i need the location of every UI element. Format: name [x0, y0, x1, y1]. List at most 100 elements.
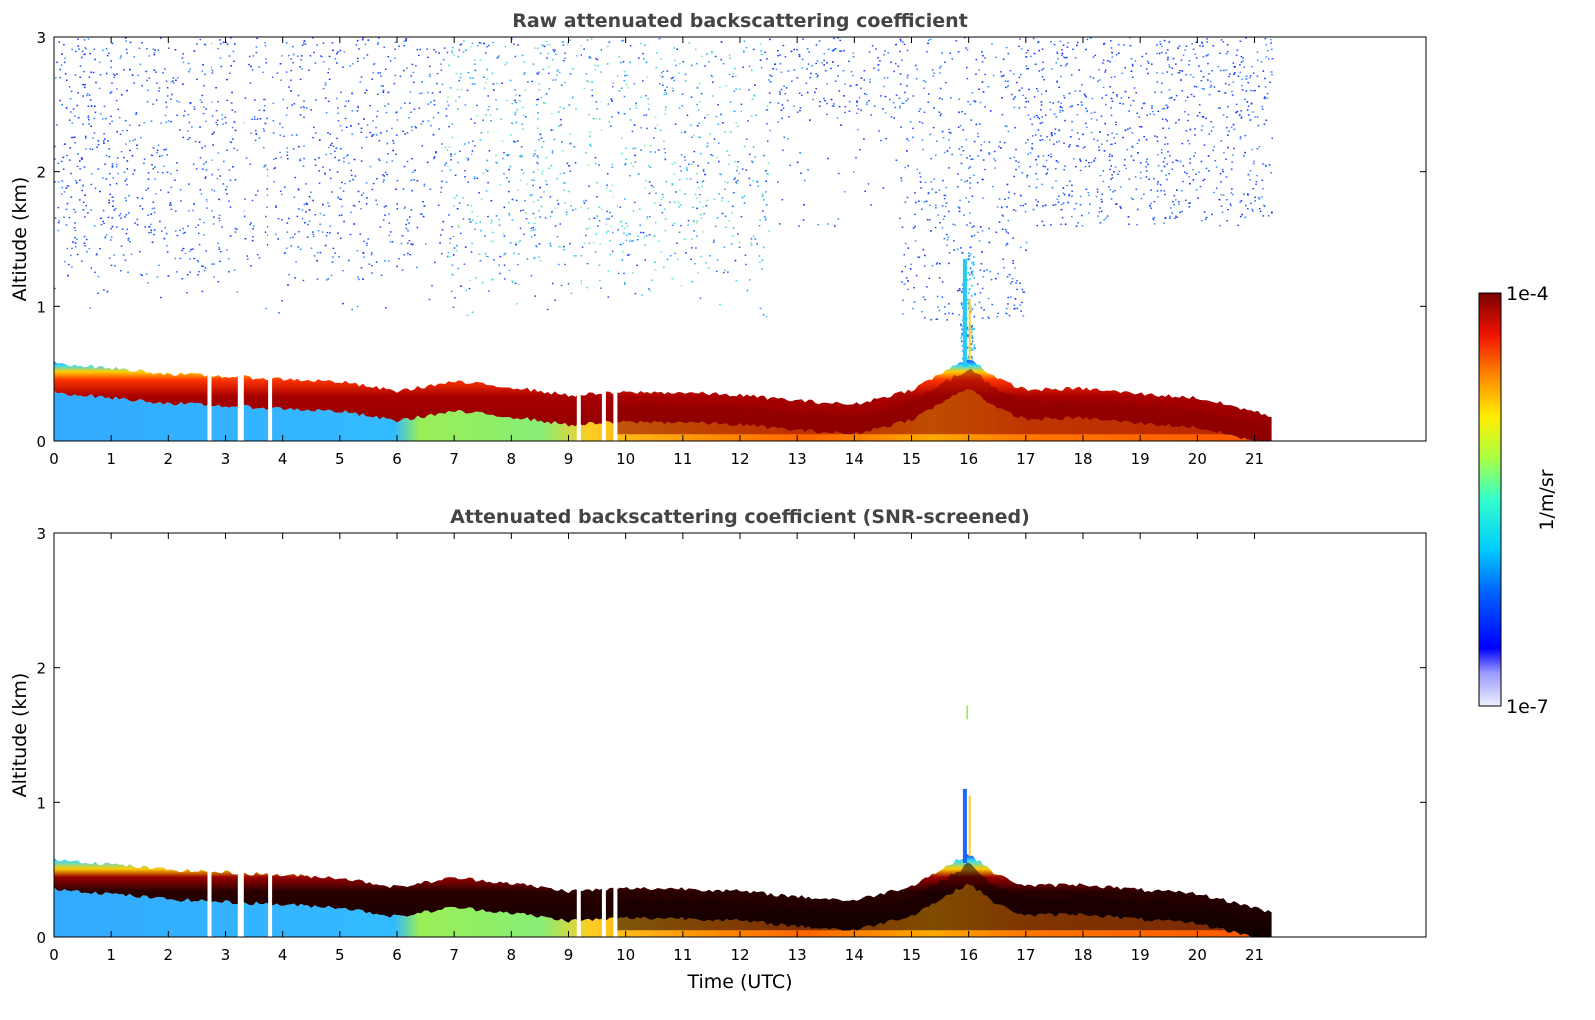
noise-pixel	[564, 202, 567, 204]
noise-pixel	[1262, 215, 1265, 217]
noise-pixel	[205, 108, 207, 110]
noise-pixel	[382, 219, 385, 221]
noise-pixel	[1133, 87, 1136, 89]
noise-pixel	[1220, 194, 1223, 196]
noise-pixel	[865, 93, 868, 96]
noise-pixel	[923, 80, 925, 82]
noise-pixel	[514, 141, 516, 143]
noise-pixel	[266, 117, 268, 120]
noise-pixel	[427, 103, 430, 105]
noise-pixel	[593, 242, 595, 244]
noise-pixel	[620, 137, 623, 139]
noise-pixel	[179, 229, 181, 231]
noise-pixel	[316, 260, 318, 262]
noise-pixel	[1114, 189, 1116, 192]
noise-pixel	[1256, 116, 1259, 118]
noise-pixel	[1040, 135, 1042, 137]
noise-pixel	[172, 77, 175, 79]
noise-pixel	[999, 141, 1001, 143]
noise-pixel	[471, 311, 474, 313]
noise-pixel	[93, 132, 96, 134]
noise-pixel	[74, 242, 77, 244]
noise-pixel	[442, 59, 445, 61]
noise-pixel	[192, 209, 194, 212]
noise-pixel	[366, 242, 368, 245]
noise-pixel	[76, 253, 79, 256]
noise-pixel	[116, 157, 119, 159]
noise-pixel	[251, 69, 254, 71]
noise-pixel	[1239, 215, 1242, 218]
noise-pixel	[890, 61, 892, 63]
noise-pixel	[1021, 87, 1023, 89]
noise-pixel	[1146, 158, 1149, 160]
noise-pixel	[198, 232, 200, 234]
noise-pixel	[1075, 202, 1078, 205]
noise-pixel	[253, 118, 256, 120]
noise-pixel	[255, 46, 258, 48]
noise-pixel	[924, 181, 927, 184]
noise-pixel	[1037, 201, 1039, 203]
noise-pixel	[901, 102, 904, 104]
noise-pixel	[645, 114, 648, 116]
noise-pixel	[569, 133, 572, 135]
noise-pixel	[949, 52, 951, 54]
noise-pixel	[337, 51, 339, 53]
noise-pixel	[1132, 146, 1134, 148]
noise-pixel	[387, 260, 390, 262]
noise-pixel	[827, 48, 830, 51]
noise-pixel	[621, 259, 624, 261]
noise-pixel	[1056, 198, 1059, 201]
noise-pixel	[1061, 107, 1063, 109]
noise-pixel	[1232, 154, 1234, 156]
noise-pixel	[711, 50, 713, 53]
noise-pixel	[451, 52, 454, 54]
noise-pixel	[80, 157, 83, 159]
noise-pixel	[136, 147, 138, 150]
noise-pixel	[977, 231, 979, 233]
noise-pixel	[975, 58, 978, 61]
noise-pixel	[83, 235, 86, 238]
noise-pixel	[255, 51, 258, 54]
noise-pixel	[987, 316, 989, 318]
noise-pixel	[1004, 229, 1007, 231]
noise-pixel	[964, 181, 966, 183]
noise-pixel	[517, 44, 519, 46]
noise-pixel	[1064, 165, 1066, 167]
noise-pixel	[1157, 196, 1159, 198]
noise-pixel	[114, 265, 116, 267]
noise-pixel	[585, 234, 587, 237]
noise-pixel	[109, 122, 111, 125]
noise-pixel	[365, 182, 368, 184]
noise-pixel	[486, 78, 489, 80]
noise-pixel	[1231, 94, 1234, 96]
noise-pixel	[581, 246, 584, 248]
noise-pixel	[958, 111, 960, 113]
noise-pixel	[1027, 68, 1029, 70]
noise-pixel	[1083, 93, 1086, 95]
noise-pixel	[201, 290, 204, 293]
noise-pixel	[354, 205, 356, 207]
noise-pixel	[81, 189, 83, 192]
noise-pixel	[633, 124, 636, 126]
noise-pixel	[702, 180, 705, 182]
noise-pixel	[486, 159, 489, 162]
noise-pixel	[863, 70, 866, 72]
noise-pixel	[138, 47, 141, 49]
noise-pixel	[670, 77, 673, 80]
noise-pixel	[595, 118, 597, 120]
noise-pixel	[343, 157, 345, 159]
noise-pixel	[1061, 203, 1063, 206]
noise-pixel	[184, 252, 187, 255]
noise-pixel	[1004, 80, 1007, 82]
noise-pixel	[589, 131, 591, 133]
noise-pixel	[996, 206, 999, 208]
noise-pixel	[1226, 44, 1229, 46]
noise-pixel	[468, 287, 471, 290]
noise-pixel	[745, 47, 748, 49]
noise-pixel	[1163, 165, 1166, 168]
noise-pixel	[818, 40, 821, 42]
noise-pixel	[196, 78, 198, 81]
noise-pixel	[254, 139, 257, 142]
noise-pixel	[97, 144, 100, 146]
noise-pixel	[596, 196, 598, 198]
